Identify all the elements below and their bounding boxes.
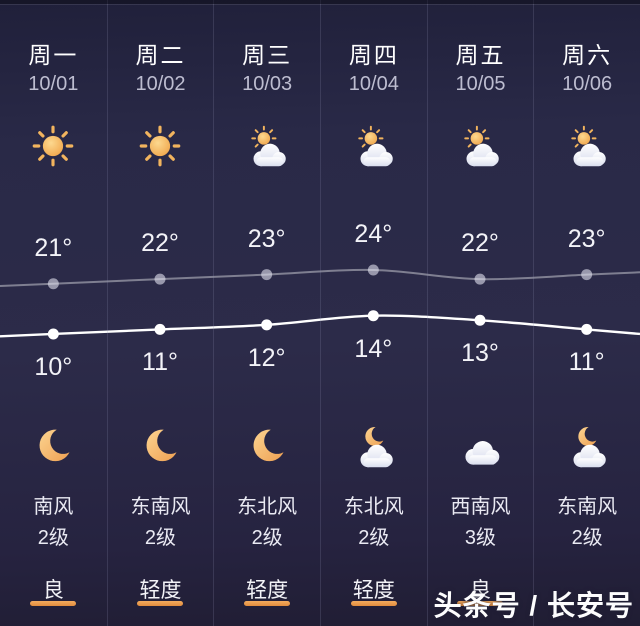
- weekday-label: 周一: [28, 42, 79, 68]
- air-quality-label: 轻度: [139, 579, 182, 602]
- forecast-column-tue[interactable]: 周二 10/02 东南风 2级 轻度: [106, 0, 214, 626]
- date-label: 10/04: [348, 73, 399, 95]
- wind-direction-label: 东南风: [130, 496, 191, 518]
- wind-direction-label: 南风: [33, 496, 74, 518]
- weekday-label: 周五: [455, 42, 506, 68]
- day-weather-icon: [428, 118, 534, 174]
- air-quality-label: 良: [42, 579, 64, 602]
- night-weather-icon: [214, 419, 320, 475]
- air-quality-label: 轻度: [352, 579, 395, 602]
- wind-direction-label: 东南风: [557, 496, 618, 518]
- weekday-label: 周四: [348, 42, 399, 68]
- wind-level-label: 2级: [144, 527, 177, 549]
- forecast-column-mon[interactable]: 周一 10/01 南风 2级 良: [0, 0, 107, 626]
- date-label: 10/02: [135, 73, 186, 95]
- wind-level-label: 2级: [358, 527, 390, 549]
- wind-level-label: 2级: [571, 527, 603, 549]
- date-label: 10/05: [455, 73, 506, 95]
- weekday-label: 周六: [562, 42, 613, 68]
- air-quality-underline: [244, 601, 291, 606]
- night-weather-icon: [0, 419, 107, 475]
- weekday-label: 周三: [242, 42, 293, 68]
- air-quality-label: 轻度: [246, 579, 289, 602]
- weekday-label: 周二: [135, 42, 186, 68]
- wind-level-label: 2级: [37, 527, 69, 549]
- night-weather-icon: [321, 419, 427, 475]
- date-label: 10/01: [28, 73, 79, 95]
- wind-level-label: 2级: [251, 527, 283, 549]
- forecast-column-wed[interactable]: 周三 10/03 东北风 2级 轻度: [213, 0, 320, 626]
- air-quality-label: 良: [469, 579, 491, 602]
- air-quality-underline: [30, 601, 77, 606]
- day-weather-icon: [214, 118, 320, 174]
- night-weather-icon: [428, 419, 534, 475]
- forecast-column-sat[interactable]: 周六 10/06 东南风 2级: [533, 0, 640, 626]
- day-weather-icon: [0, 118, 107, 174]
- air-quality-underline: [457, 601, 504, 606]
- wind-level-label: 3级: [464, 527, 497, 549]
- wind-direction-label: 东北风: [343, 496, 404, 518]
- date-label: 10/06: [562, 73, 613, 95]
- watermark: 头条号 / 长安号: [433, 590, 634, 621]
- forecast-column-fri[interactable]: 周五 10/05 西南风 3级 良: [426, 0, 534, 626]
- date-label: 10/03: [242, 73, 293, 95]
- forecast-column-thu[interactable]: 周四 10/04 东北风 2级 轻度: [319, 0, 427, 626]
- wind-direction-label: 西南风: [450, 496, 511, 518]
- day-weather-icon: [321, 118, 427, 174]
- wind-direction-label: 东北风: [237, 496, 298, 518]
- day-weather-icon: [534, 118, 640, 174]
- day-weather-icon: [108, 118, 214, 174]
- air-quality-underline: [350, 601, 397, 606]
- air-quality-underline: [137, 601, 184, 606]
- night-weather-icon: [108, 419, 214, 475]
- night-weather-icon: [534, 419, 640, 475]
